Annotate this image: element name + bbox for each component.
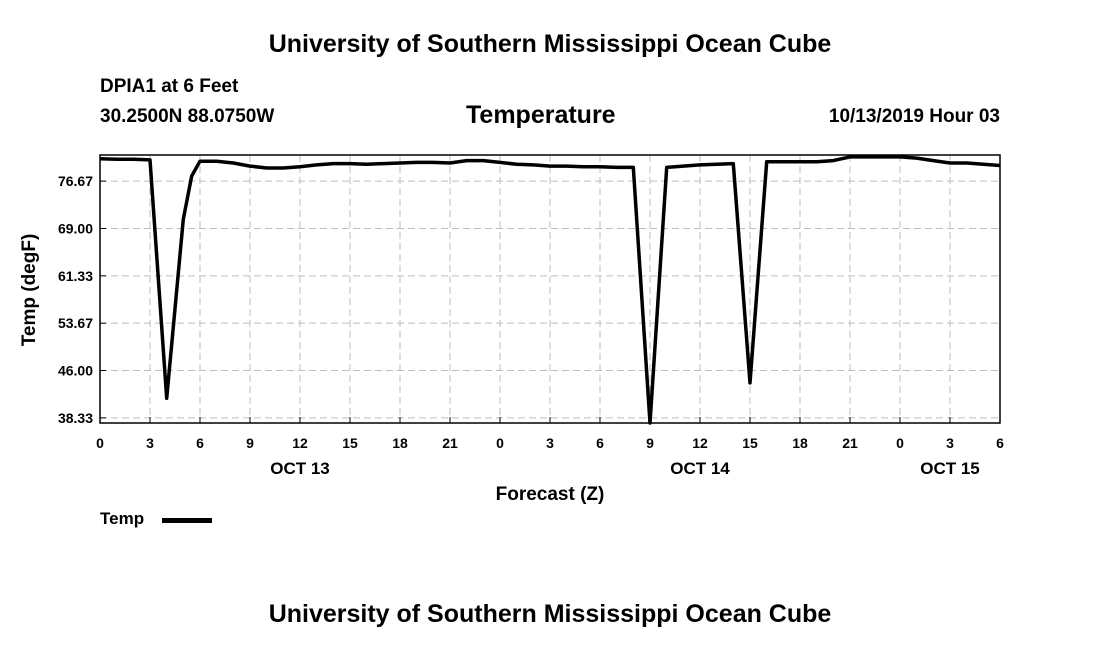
- temp-series-line: [99, 155, 1001, 425]
- x-tick-label: 21: [442, 435, 458, 451]
- legend-line-swatch: [162, 518, 212, 523]
- axes: [99, 154, 1001, 424]
- x-tick-label: 0: [496, 435, 504, 451]
- y-tick-label: 53.67: [58, 315, 93, 331]
- x-tick-label: 6: [996, 435, 1004, 451]
- x-tick-label: 12: [692, 435, 708, 451]
- x-tick-label: 15: [342, 435, 358, 451]
- date-label: OCT 15: [920, 459, 980, 478]
- x-axis-label: Forecast (Z): [496, 484, 605, 505]
- x-tick-label: 21: [842, 435, 858, 451]
- x-tick-label: 0: [96, 435, 104, 451]
- y-tick-label: 61.33: [58, 268, 93, 284]
- x-tick-label: 12: [292, 435, 308, 451]
- date-label: OCT 13: [270, 459, 330, 478]
- legend-label: Temp: [100, 509, 145, 528]
- y-tick-label: 38.33: [58, 410, 93, 426]
- y-tick-label: 69.00: [58, 220, 93, 236]
- series-layer: [99, 155, 1001, 425]
- grid-lines: [100, 155, 1000, 423]
- x-tick-label: 0: [896, 435, 904, 451]
- plot-frame: [99, 154, 1001, 424]
- date-label: OCT 14: [670, 459, 730, 478]
- tick-labels: 38.33 46.00 53.67 61.33 69.00 76.67 0 3 6 9 12 15 18…: [58, 173, 1004, 478]
- x-tick-label: 18: [792, 435, 808, 451]
- x-tick-label: 3: [146, 435, 154, 451]
- x-tick-label: 3: [546, 435, 554, 451]
- x-tick-label: 15: [742, 435, 758, 451]
- x-tick-label: 3: [946, 435, 954, 451]
- x-tick-label: 6: [196, 435, 204, 451]
- chart-title-bottom: University of Southern Mississippi Ocean…: [268, 600, 832, 628]
- forecast-datetime: 10/13/2019 Hour 03: [828, 106, 1000, 127]
- x-tick-label: 6: [596, 435, 604, 451]
- y-tick-label: 46.00: [58, 363, 93, 379]
- chart-title-top: University of Southern Mississippi Ocean…: [268, 30, 832, 58]
- station-label: DPIA1 at 6 Feet: [100, 76, 239, 97]
- plot-title: Temperature: [466, 101, 616, 129]
- x-tick-label: 9: [646, 435, 654, 451]
- coordinates-label: 30.2500N 88.0750W: [100, 106, 275, 127]
- y-tick-label: 76.67: [58, 173, 93, 189]
- x-tick-label: 9: [246, 435, 254, 451]
- x-tick-label: 18: [392, 435, 408, 451]
- y-axis-label: Temp (degF): [19, 234, 40, 347]
